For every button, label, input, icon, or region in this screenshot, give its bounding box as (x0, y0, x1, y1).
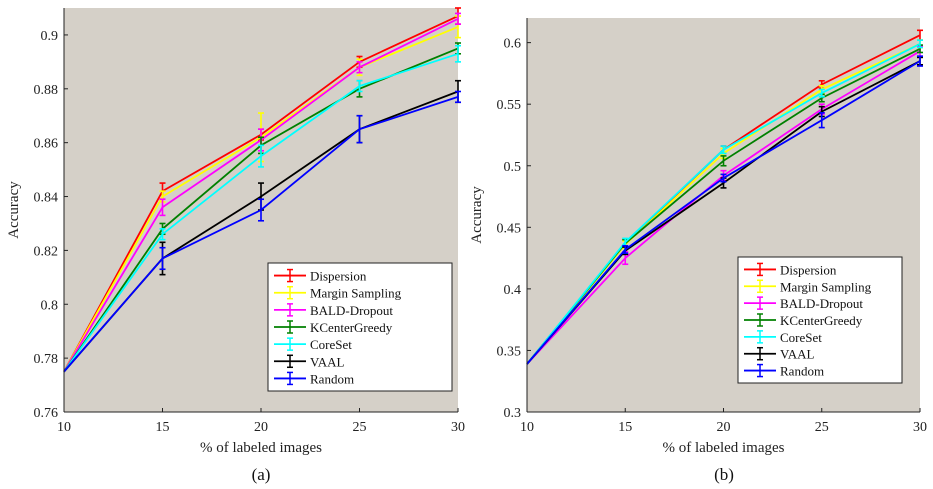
legend-label-5: VAAL (310, 354, 344, 369)
y-axis-label: Accuracy (469, 186, 485, 244)
legend-label-3: KCenterGreedy (310, 320, 393, 335)
legend-label-1: Margin Sampling (780, 279, 872, 294)
x-tick-label: 15 (618, 420, 632, 435)
x-tick-label: 30 (913, 420, 927, 435)
y-tick-label: 0.78 (34, 352, 59, 367)
legend-label-1: Margin Sampling (310, 286, 402, 301)
legend-label-0: Dispersion (780, 262, 837, 277)
y-tick-label: 0.8 (41, 298, 59, 313)
y-tick-label: 0.55 (497, 98, 522, 113)
y-tick-label: 0.35 (497, 344, 522, 359)
x-tick-label: 15 (156, 420, 170, 435)
y-tick-label: 0.82 (34, 244, 59, 259)
panel-caption: (a) (252, 465, 271, 484)
x-axis-label: % of labeled images (662, 440, 784, 456)
y-tick-label: 0.45 (497, 221, 522, 236)
x-tick-label: 25 (353, 420, 367, 435)
x-tick-label: 25 (815, 420, 829, 435)
legend-label-3: KCenterGreedy (780, 313, 863, 328)
legend-label-2: BALD-Dropout (780, 296, 863, 311)
chart-panel-1: 10 15 20 25 30 0.3 0.35 0.4 0.45 0.5 0.55 0.6 % of l… (469, 18, 927, 484)
legend-label-6: Random (780, 364, 824, 379)
x-tick-label: 20 (254, 420, 268, 435)
legend-label-4: CoreSet (780, 330, 822, 345)
legend: Dispersion Margin Sampling BALD-Dropout KCe… (737, 256, 903, 384)
legend-label-0: Dispersion (310, 269, 367, 284)
legend-label-5: VAAL (780, 347, 814, 362)
chart-panel-0: 10 15 20 25 30 0.76 0.78 0.8 0.82 0.84 0.86 0.88 0.9… (6, 7, 465, 484)
legend: Dispersion Margin Sampling BALD-Dropout KCe… (267, 262, 453, 392)
legend-label-4: CoreSet (310, 337, 352, 352)
panel-caption: (b) (714, 465, 734, 484)
x-tick-label: 10 (57, 420, 71, 435)
y-tick-label: 0.88 (34, 83, 59, 98)
y-tick-label: 0.84 (34, 191, 59, 206)
x-tick-label: 20 (717, 420, 731, 435)
y-tick-label: 0.6 (504, 37, 522, 52)
y-tick-label: 0.3 (504, 406, 522, 421)
y-tick-label: 0.9 (41, 29, 59, 44)
legend-label-2: BALD-Dropout (310, 303, 393, 318)
x-axis-label: % of labeled images (200, 440, 322, 456)
x-tick-label: 10 (520, 420, 534, 435)
y-tick-label: 0.4 (504, 283, 522, 298)
legend-label-6: Random (310, 371, 354, 386)
y-tick-label: 0.5 (504, 160, 522, 175)
x-tick-label: 30 (451, 420, 465, 435)
y-tick-label: 0.76 (34, 406, 59, 421)
y-axis-label: Accuracy (6, 181, 22, 239)
y-tick-label: 0.86 (34, 137, 59, 152)
